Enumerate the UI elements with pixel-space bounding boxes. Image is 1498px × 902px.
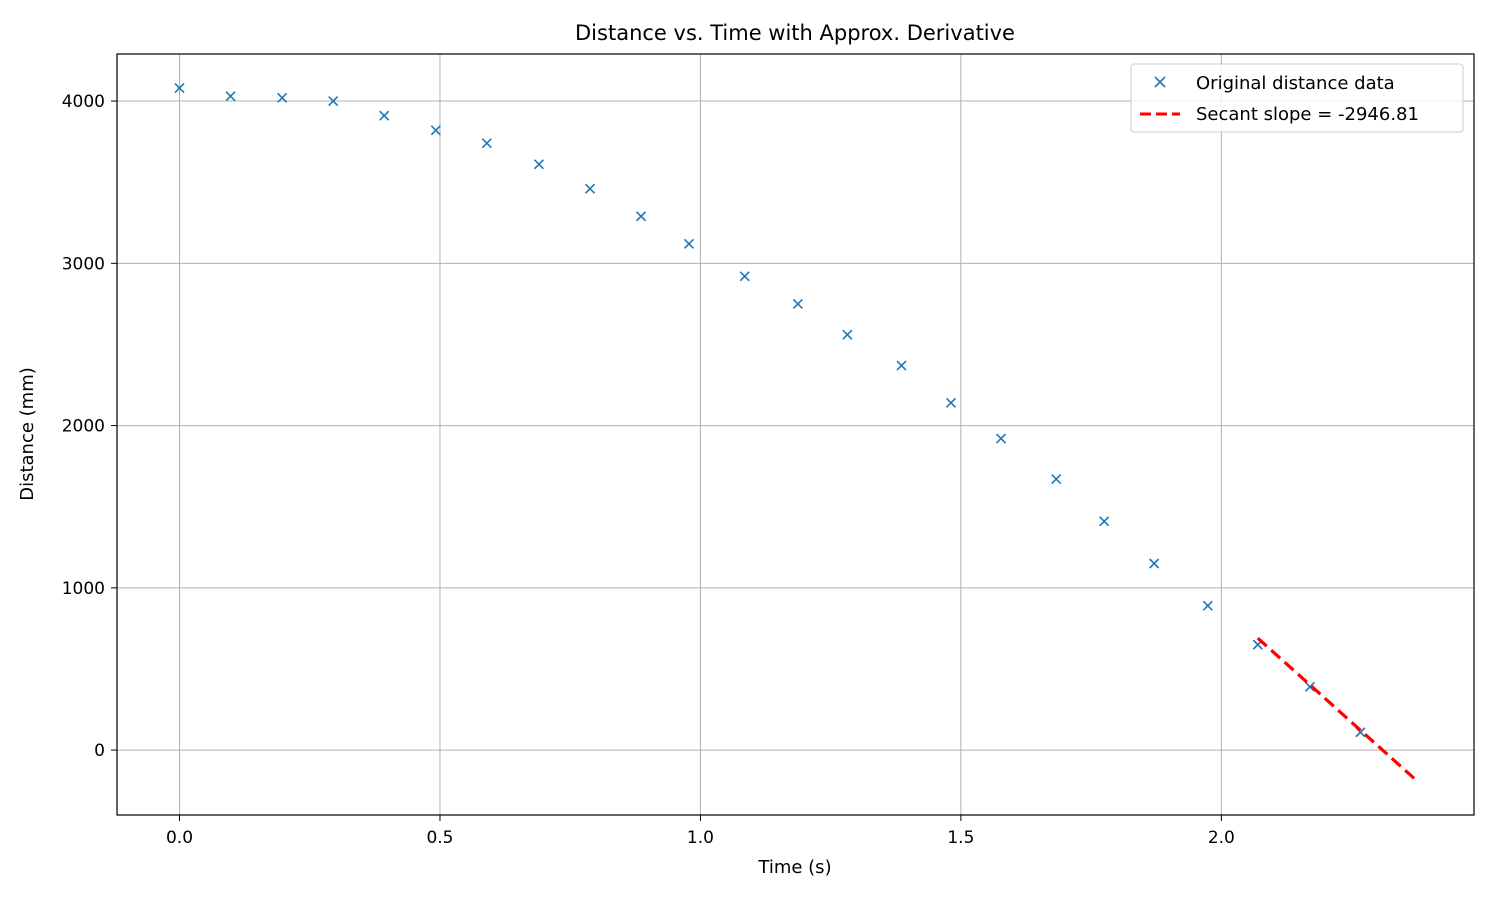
data-point xyxy=(533,159,545,170)
data-point xyxy=(584,183,596,194)
data-point xyxy=(945,397,957,408)
data-point xyxy=(328,95,339,107)
plot-frame xyxy=(116,53,1475,816)
y-tick-label: 1000 xyxy=(62,579,105,599)
y-tick-label: 2000 xyxy=(62,417,105,437)
x-tick-label: 1.5 xyxy=(947,828,974,848)
y-tick-label: 3000 xyxy=(62,254,105,274)
legend-label-secant: Secant slope = -2946.81 xyxy=(1196,104,1419,125)
legend: Original distance data Secant slope = -2… xyxy=(1130,63,1464,133)
series-layer xyxy=(174,83,1416,780)
data-point xyxy=(1099,516,1110,527)
data-point xyxy=(174,83,185,94)
data-point xyxy=(995,433,1007,444)
data-point xyxy=(277,92,288,103)
data-point xyxy=(225,91,236,102)
data-point xyxy=(1202,600,1213,611)
y-tick-label: 4000 xyxy=(62,92,105,112)
x-tick-label: 2.0 xyxy=(1208,828,1235,848)
chart-title: Distance vs. Time with Approx. Derivativ… xyxy=(575,21,1015,45)
x-ticks: 0.0 0.5 1.0 1.5 2.0 xyxy=(166,815,1235,848)
y-tick-label: 0 xyxy=(94,741,105,761)
data-point xyxy=(896,360,907,371)
legend-marker-scatter xyxy=(1154,76,1166,88)
data-point xyxy=(379,110,390,121)
x-tick-label: 1.0 xyxy=(687,828,714,848)
data-point xyxy=(481,138,492,149)
y-ticks: 0 1000 2000 3000 4000 xyxy=(62,92,117,761)
data-point xyxy=(1304,681,1315,692)
grid xyxy=(117,54,1474,815)
x-axis-label: Time (s) xyxy=(757,857,831,878)
secant-line xyxy=(1256,636,1416,780)
legend-box xyxy=(1130,63,1464,133)
y-axis-label: Distance (mm) xyxy=(17,367,38,501)
data-point xyxy=(739,271,750,282)
data-point xyxy=(635,211,647,222)
data-point xyxy=(1051,474,1062,485)
data-point xyxy=(683,238,695,249)
data-point xyxy=(1149,558,1160,569)
legend-label-scatter: Original distance data xyxy=(1196,73,1395,94)
data-point xyxy=(792,298,803,309)
data-point xyxy=(430,125,441,136)
data-point xyxy=(842,329,853,340)
x-tick-label: 0.0 xyxy=(166,828,193,848)
x-tick-label: 0.5 xyxy=(426,828,453,848)
